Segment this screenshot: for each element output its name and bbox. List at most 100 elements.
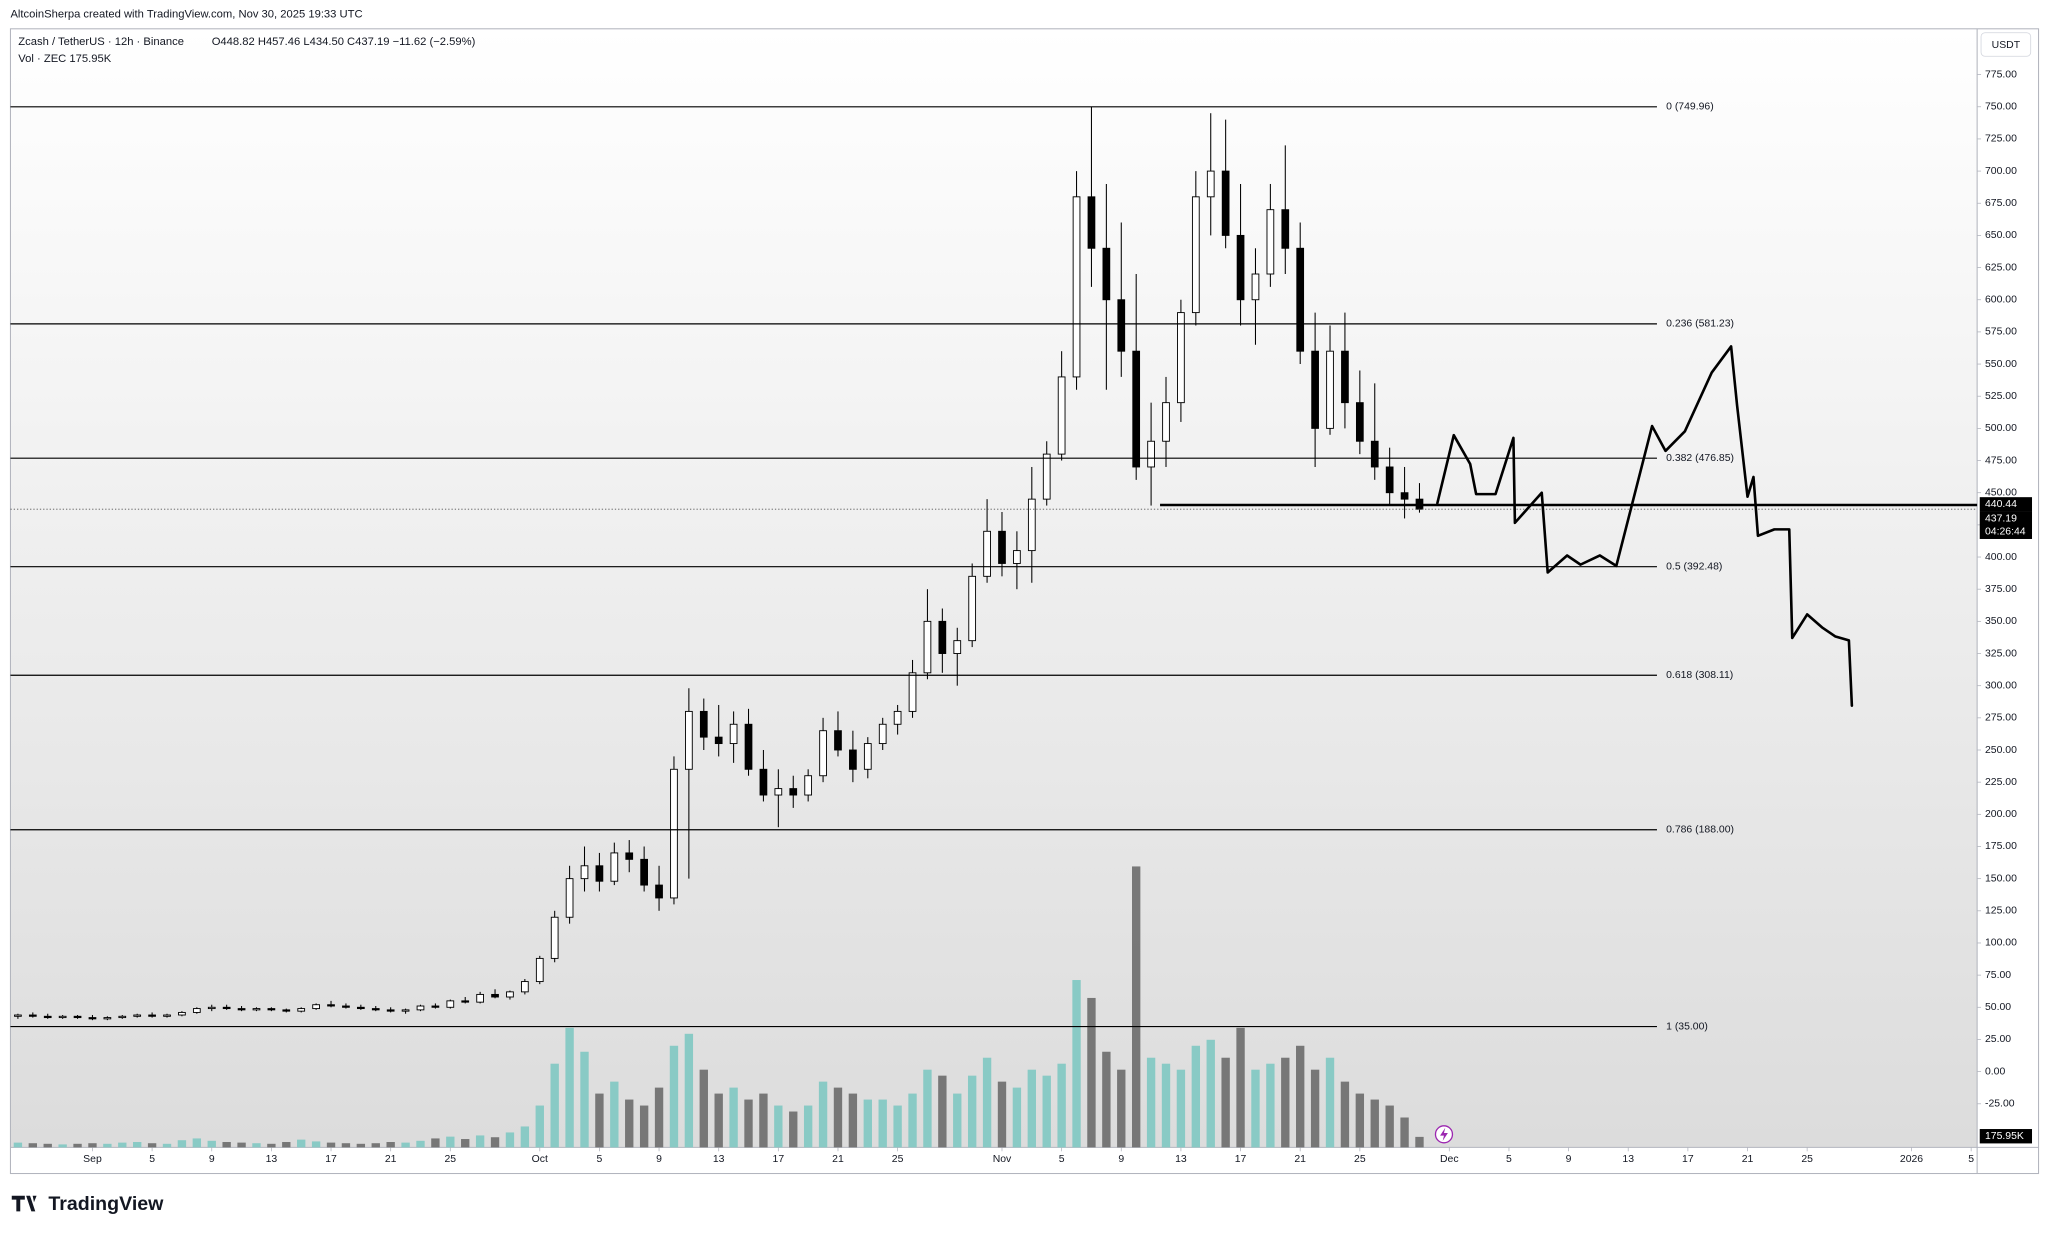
volume-bar xyxy=(908,1093,917,1148)
volume-bar xyxy=(401,1142,410,1148)
volume-bar xyxy=(565,1027,574,1148)
volume-bar xyxy=(1087,997,1096,1148)
candle-body xyxy=(207,1006,216,1010)
candle-body xyxy=(163,1014,171,1017)
volume-bar xyxy=(1102,1051,1111,1148)
candle-body xyxy=(789,788,798,796)
y-tick-label: 750.00 xyxy=(1985,102,2017,113)
candle-body xyxy=(1117,299,1126,352)
volume-bar xyxy=(222,1142,231,1148)
volume-bar xyxy=(1370,1099,1379,1148)
volume-bar xyxy=(505,1132,515,1148)
y-tick-label: 700.00 xyxy=(1985,166,2017,177)
y-tick-label: 450.00 xyxy=(1985,487,2017,498)
candle-body xyxy=(297,1008,306,1012)
x-tick-label: 25 xyxy=(444,1154,456,1165)
candle-body xyxy=(938,620,947,654)
y-tick-label: 125.00 xyxy=(1985,906,2017,917)
candle-body xyxy=(371,1008,380,1011)
x-tick-label: Oct xyxy=(532,1154,548,1165)
y-tick-label: 325.00 xyxy=(1985,648,2017,659)
candle-body xyxy=(178,1011,186,1016)
attribution: AltcoinSherpa created with TradingView.c… xyxy=(10,8,362,20)
volume-bar xyxy=(103,1143,112,1148)
candle-body xyxy=(744,723,753,770)
volume-bar xyxy=(326,1142,336,1148)
volume-bar xyxy=(967,1075,977,1148)
x-tick-label: 17 xyxy=(325,1154,337,1165)
candle-body xyxy=(73,1015,82,1019)
volume-bar xyxy=(446,1136,455,1148)
volume-bar xyxy=(625,1099,634,1148)
candle-body xyxy=(565,878,574,918)
volume-bar xyxy=(1415,1136,1424,1148)
y-tick-label: 675.00 xyxy=(1985,198,2017,209)
countdown: 04:26:44 xyxy=(1985,527,2026,538)
volume-bar xyxy=(669,1045,679,1148)
candle-body xyxy=(774,788,783,796)
volume-bar xyxy=(520,1126,530,1148)
y-tick-label: 200.00 xyxy=(1985,809,2017,820)
candle-body xyxy=(1206,170,1215,198)
y-tick-label: 650.00 xyxy=(1985,230,2017,241)
y-tick-label: 350.00 xyxy=(1985,616,2017,627)
y-tick-label: 625.00 xyxy=(1985,262,2017,273)
candle-body xyxy=(893,710,902,725)
volume-badge xyxy=(1979,1129,2033,1144)
event-bolt xyxy=(1440,1127,1448,1141)
x-tick-label: 5 xyxy=(149,1154,155,1165)
level-badge-label: 440.44 xyxy=(1985,499,2017,510)
volume-bar xyxy=(416,1140,425,1148)
volume-bar xyxy=(1191,1045,1201,1148)
volume-bar xyxy=(386,1142,395,1148)
fib-label: 0.618 (308.11) xyxy=(1666,670,1733,681)
volume-bar xyxy=(863,1099,872,1148)
y-tick-label: 475.00 xyxy=(1985,455,2017,466)
x-tick-label: 9 xyxy=(1118,1154,1124,1165)
currency[interactable]: USDT xyxy=(1992,40,2021,51)
fib-label: 0.382 (476.85) xyxy=(1666,453,1734,464)
volume-bar xyxy=(535,1105,544,1148)
fib-label: 0.236 (581.23) xyxy=(1666,319,1734,330)
y-tick-label: 300.00 xyxy=(1985,680,2017,691)
volume-bar xyxy=(207,1140,216,1148)
candle-body xyxy=(1042,453,1051,500)
candle-body xyxy=(1236,234,1245,301)
candle-body xyxy=(28,1014,37,1017)
candle-body xyxy=(386,1009,395,1012)
volume-bar xyxy=(88,1143,97,1148)
last-price-badge xyxy=(1979,511,2033,539)
plot-area xyxy=(10,28,1978,1148)
volume-bar xyxy=(818,1081,828,1148)
candle-body xyxy=(43,1015,52,1019)
y-tick-label: 275.00 xyxy=(1985,713,2017,724)
candle-body xyxy=(476,993,484,1003)
currency-box[interactable] xyxy=(1980,32,2032,57)
candle-body xyxy=(148,1014,156,1017)
candle-body xyxy=(1191,196,1200,314)
volume-bar xyxy=(431,1138,440,1148)
x-tick-label: Dec xyxy=(1440,1154,1459,1165)
volume-bar xyxy=(1251,1069,1260,1148)
candle-body xyxy=(103,1017,112,1020)
volume-bar xyxy=(595,1093,604,1148)
volume-bar xyxy=(684,1033,694,1148)
candle-body xyxy=(1400,492,1409,500)
x-tick-label: 5 xyxy=(1506,1154,1512,1165)
candle-body xyxy=(237,1008,246,1011)
candle-body xyxy=(1266,209,1275,275)
fib-label: 0.5 (392.48) xyxy=(1666,561,1722,572)
volume-bar xyxy=(1266,1063,1275,1148)
fib-label: 0.786 (188.00) xyxy=(1666,825,1734,836)
y-tick-label: 25.00 xyxy=(1985,1034,2011,1045)
symbol: Zcash / TetherUS · 12h · Binance xyxy=(18,36,184,48)
candle-body xyxy=(580,865,589,880)
volume-bar xyxy=(654,1087,664,1148)
candle-body xyxy=(118,1015,127,1019)
volume-bar xyxy=(1132,866,1141,1148)
fib-label: 1 (35.00) xyxy=(1666,1021,1708,1032)
volume-bar xyxy=(1176,1069,1186,1148)
volume-bar xyxy=(118,1142,127,1148)
x-tick-label: 21 xyxy=(1294,1154,1306,1165)
